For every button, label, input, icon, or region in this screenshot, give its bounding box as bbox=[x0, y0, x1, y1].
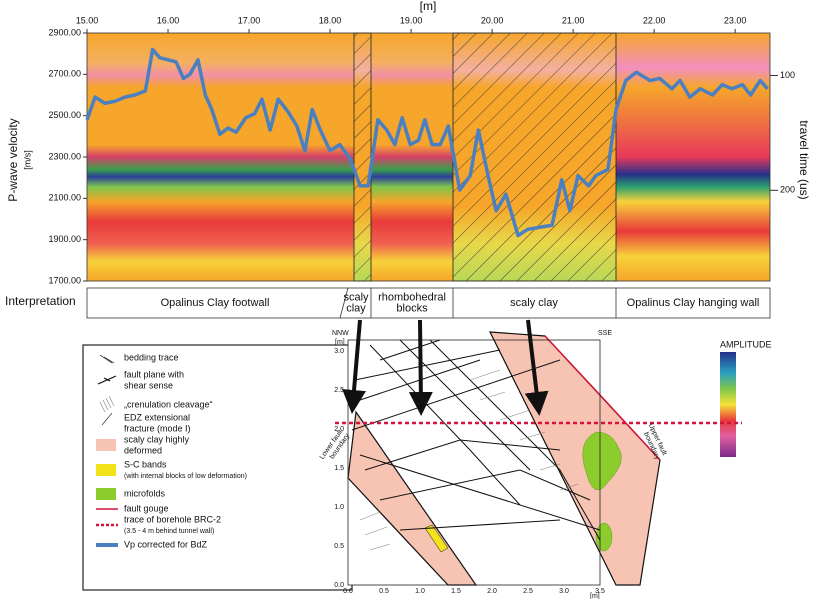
section-x-label: 1.5 bbox=[451, 588, 461, 595]
interpretation-label: Interpretation bbox=[5, 294, 76, 308]
section-y-label: 0.0 bbox=[334, 582, 344, 589]
interpretation-row bbox=[86, 287, 771, 319]
legend-item: bedding trace bbox=[124, 352, 179, 362]
y-tick-label: 1900.00 bbox=[48, 234, 81, 244]
interpretation-unit: Opalinus Clay hanging wall bbox=[627, 297, 760, 309]
section-y-label: 2.0 bbox=[334, 426, 344, 433]
legend-item: EDZ extensional bbox=[124, 412, 190, 422]
section-y-label: 0.5 bbox=[334, 543, 344, 550]
y2-axis-title: travel time (us) bbox=[797, 120, 811, 199]
x-tick-label: 20.00 bbox=[481, 15, 504, 25]
section-unit-y: [m] bbox=[335, 339, 345, 346]
x-tick-label: 15.00 bbox=[76, 15, 99, 25]
y2-tick-label: 100 bbox=[780, 70, 795, 80]
x-tick-label: 16.00 bbox=[157, 15, 180, 25]
y-axis-unit: [m/s] bbox=[22, 150, 32, 170]
legend-item: S-C bands bbox=[124, 459, 167, 469]
interpretation-unit: Opalinus Clay footwall bbox=[161, 297, 270, 309]
legend-item: fault gouge bbox=[124, 503, 169, 513]
section-x-label: 3.5 bbox=[595, 588, 605, 595]
y-tick-label: 2100.00 bbox=[48, 193, 81, 203]
y-tick-label: 1700.00 bbox=[48, 275, 81, 285]
legend-item: fault plane with bbox=[124, 369, 184, 379]
section-drawing bbox=[335, 319, 742, 586]
legend-item: deformed bbox=[124, 445, 162, 455]
colorbar bbox=[720, 352, 736, 457]
y-tick-label: 2500.00 bbox=[48, 110, 81, 120]
section-x-label: 0.0 bbox=[343, 588, 353, 595]
x-axis-title: [m] bbox=[420, 0, 437, 13]
section-y-label: 2.5 bbox=[334, 387, 344, 394]
y-tick-label: 2700.00 bbox=[48, 69, 81, 79]
interpretation-unit: scaly bbox=[343, 291, 369, 303]
section-y-label: 3.0 bbox=[334, 348, 344, 355]
legend-series: Vp corrected for BdZ bbox=[124, 539, 208, 549]
vp-line bbox=[85, 47, 769, 238]
legend-item: „crenulation cleavage“ bbox=[124, 399, 213, 409]
x-tick-label: 22.00 bbox=[643, 15, 666, 25]
y2-tick-label: 200 bbox=[780, 185, 795, 195]
x-tick-label: 18.00 bbox=[319, 15, 342, 25]
section-left: NNW bbox=[332, 330, 349, 337]
x-tick-label: 23.00 bbox=[724, 15, 747, 25]
legend-symbols bbox=[96, 354, 118, 547]
section-x-label: 3.0 bbox=[559, 588, 569, 595]
axes: 15.00 16.00 17.00 18.00 19.00 20.00 21.00 22.00… bbox=[48, 15, 795, 285]
x-tick-label: 19.00 bbox=[400, 15, 423, 25]
y-axis-title: P-wave velocity bbox=[6, 118, 20, 201]
section-y-label: 1.0 bbox=[334, 504, 344, 511]
y-tick-label: 2300.00 bbox=[48, 151, 81, 161]
section-unit-x: [m] bbox=[590, 593, 600, 599]
section-right: SSE bbox=[598, 330, 612, 337]
interpretation-unit: rhombohedral bbox=[378, 291, 446, 303]
section-x-label: 2.5 bbox=[523, 588, 533, 595]
amplitude-section bbox=[86, 32, 771, 282]
section-x-label: 0.5 bbox=[379, 588, 389, 595]
legend-item: microfolds bbox=[124, 488, 166, 498]
interpretation-unit: clay bbox=[346, 302, 366, 314]
x-tick-label: 21.00 bbox=[562, 15, 585, 25]
section-y-label: 1.5 bbox=[334, 465, 344, 472]
legend-item: trace of borehole BRC-2 bbox=[124, 514, 221, 524]
y-tick-label: 2900.00 bbox=[48, 27, 81, 37]
legend-item: (3.5 - 4 m behind tunnel wall) bbox=[124, 528, 214, 535]
legend-box bbox=[82, 344, 353, 591]
interpretation-unit: scaly clay bbox=[510, 297, 558, 309]
legend-item: scaly clay highly bbox=[124, 434, 190, 444]
colorbar-title: AMPLITUDE bbox=[720, 339, 772, 349]
x-tick-label: 17.00 bbox=[238, 15, 261, 25]
section-x-label: 1.0 bbox=[415, 588, 425, 595]
legend-item: fracture (mode I) bbox=[124, 423, 191, 433]
legend-item: (with internal blocks of low deformation… bbox=[124, 473, 247, 480]
legend-item: shear sense bbox=[124, 380, 173, 390]
interpretation-unit: blocks bbox=[396, 302, 428, 314]
section-x-label: 2.0 bbox=[487, 588, 497, 595]
